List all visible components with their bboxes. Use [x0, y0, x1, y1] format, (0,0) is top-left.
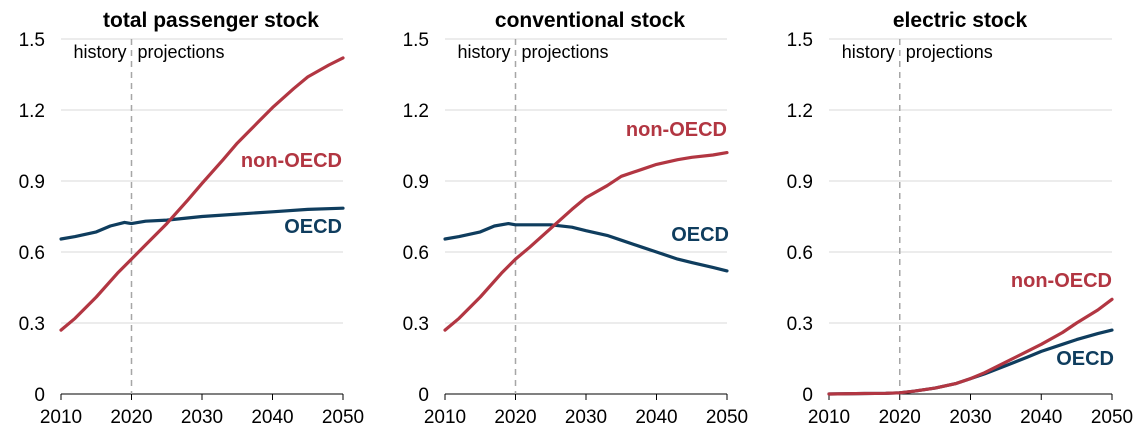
y-tick-label: 0.6 [787, 243, 813, 264]
series-line-non-oecd [827, 297, 1114, 396]
chart-title: conventional stock [495, 9, 686, 32]
y-tick-label: 1.5 [403, 30, 429, 51]
chart-title: total passenger stock [103, 9, 319, 32]
x-tick-label: 2020 [110, 407, 152, 428]
history-label: history [842, 42, 895, 62]
history-label: history [457, 42, 510, 62]
y-tick-label: 1.2 [403, 101, 429, 122]
chart-panel: conventional stock 0 0.3 0.6 0.9 1.2 1.5 2010 20… [403, 9, 749, 428]
x-tick-label: 2020 [879, 407, 921, 428]
x-tick-label: 2030 [949, 407, 991, 428]
x-tick-label: 2040 [251, 407, 293, 428]
x-tick-label: 2050 [706, 407, 748, 428]
history-label: history [73, 42, 126, 62]
series-line-non-oecd [443, 151, 729, 332]
x-tick-label: 2030 [565, 407, 607, 428]
y-tick-label: 0.6 [19, 243, 45, 264]
x-tick-label: 2030 [181, 407, 223, 428]
series-label-non-oecd: non-OECD [241, 150, 342, 172]
chart-panel: total passenger stock 0 0.3 0.6 0.9 1.2 1.5 201… [19, 9, 365, 428]
x-tick-label: 2020 [494, 407, 536, 428]
y-tick-label: 0 [34, 385, 45, 406]
x-tick-label: 2050 [322, 407, 364, 428]
x-tick-label: 2040 [1020, 407, 1062, 428]
y-tick-label: 0.3 [403, 314, 429, 335]
y-tick-label: 0.3 [19, 314, 45, 335]
x-tick-label: 2010 [424, 407, 466, 428]
series-label-non-oecd: non-OECD [1011, 270, 1112, 292]
y-tick-label: 0.9 [19, 172, 45, 193]
x-tick-label: 2010 [808, 407, 850, 428]
projections-label: projections [138, 42, 225, 62]
y-tick-label: 1.5 [19, 30, 45, 51]
series-line-oecd [59, 206, 345, 241]
y-tick-label: 0.9 [787, 172, 813, 193]
y-tick-label: 0 [418, 385, 429, 406]
y-tick-label: 1.2 [787, 101, 813, 122]
series-label-oecd: OECD [1056, 348, 1114, 370]
chart-title: electric stock [893, 9, 1028, 32]
chart-panel: electric stock 0 0.3 0.6 0.9 1.2 1.5 2010 2020 20… [787, 9, 1134, 428]
series-label-oecd: OECD [284, 216, 342, 238]
projections-label: projections [906, 42, 993, 62]
y-tick-label: 0 [802, 385, 813, 406]
y-tick-label: 0.3 [787, 314, 813, 335]
y-tick-label: 0.6 [403, 243, 429, 264]
series-line-non-oecd [59, 56, 345, 332]
y-tick-label: 1.5 [787, 30, 813, 51]
y-tick-label: 1.2 [19, 101, 45, 122]
projections-label: projections [522, 42, 609, 62]
series-label-non-oecd: non-OECD [626, 119, 727, 141]
series-line-oecd [443, 222, 729, 273]
x-tick-label: 2050 [1091, 407, 1133, 428]
x-tick-label: 2040 [635, 407, 677, 428]
series-label-oecd: OECD [671, 224, 729, 246]
x-tick-label: 2010 [40, 407, 82, 428]
y-tick-label: 0.9 [403, 172, 429, 193]
